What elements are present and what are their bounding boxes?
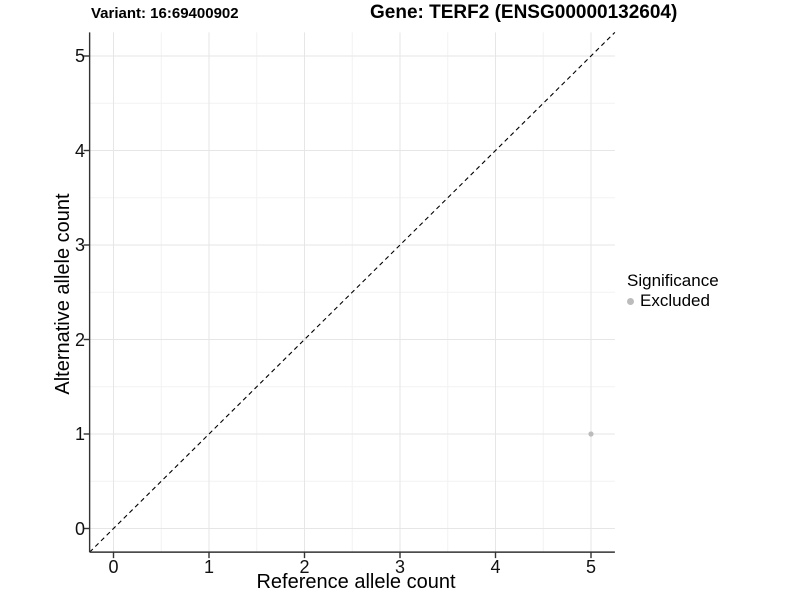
x-tick-label: 3 xyxy=(394,557,405,577)
y-tick-label: 0 xyxy=(74,518,85,539)
data-point xyxy=(588,431,594,437)
x-tick-label: 2 xyxy=(299,557,310,577)
y-tick-label: 1 xyxy=(74,424,85,444)
y-tick-label: 5 xyxy=(74,46,85,66)
y-tick-label: 4 xyxy=(74,140,85,161)
y-tick-label: 3 xyxy=(74,235,85,255)
x-tick-label: 5 xyxy=(585,557,596,577)
x-tick-label: 4 xyxy=(490,557,501,577)
legend: Significance Excluded xyxy=(627,272,719,310)
legend-item-label: Excluded xyxy=(640,291,710,310)
x-tick-label: 1 xyxy=(203,557,214,577)
identity-dashed-line xyxy=(89,31,616,553)
plot-title-variant: Variant: 16:69400902 xyxy=(91,5,239,22)
legend-title: Significance xyxy=(627,271,719,290)
legend-item: Excluded xyxy=(627,292,719,310)
x-axis-title: Reference allele count xyxy=(256,571,456,593)
y-axis-title: Alternative allele count xyxy=(52,193,74,395)
plot-title-gene: Gene: TERF2 (ENSG00000132604) xyxy=(370,2,678,23)
legend-items: Excluded xyxy=(627,292,719,310)
x-tick-label: 0 xyxy=(108,557,119,577)
legend-key-dot-icon xyxy=(627,297,634,305)
y-tick-label: 2 xyxy=(74,329,85,350)
